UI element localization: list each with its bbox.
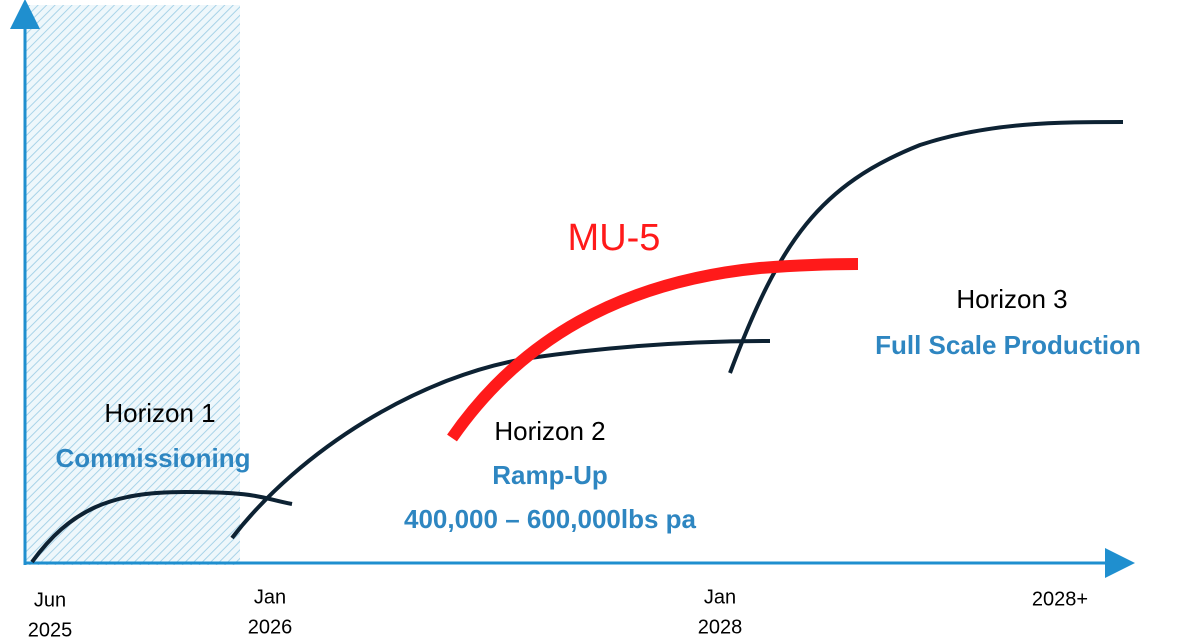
horizon-title: Horizon 2 xyxy=(494,416,605,446)
horizon-subtitle: Commissioning xyxy=(55,443,250,473)
horizon-title: Horizon 3 xyxy=(956,284,1067,314)
curve-horizon-3 xyxy=(728,120,1124,374)
x-label: 2028+ xyxy=(1032,588,1088,610)
commissioning-zone xyxy=(25,5,240,565)
curve-mu5 xyxy=(447,258,859,442)
x-label: 2026 xyxy=(248,616,293,638)
horizon-subtitle: Full Scale Production xyxy=(875,330,1141,360)
highlight-label: MU-5 xyxy=(568,217,661,259)
x-label: Jun xyxy=(34,589,66,611)
horizon-detail: 400,000 – 600,000lbs pa xyxy=(404,504,697,534)
x-label: Jan xyxy=(704,586,736,608)
x-label: 2028 xyxy=(698,616,743,638)
horizon-title: Horizon 1 xyxy=(104,398,215,428)
x-label: 2025 xyxy=(28,619,73,641)
horizon-subtitle: Ramp-Up xyxy=(492,460,608,490)
x-label: Jan xyxy=(254,586,286,608)
